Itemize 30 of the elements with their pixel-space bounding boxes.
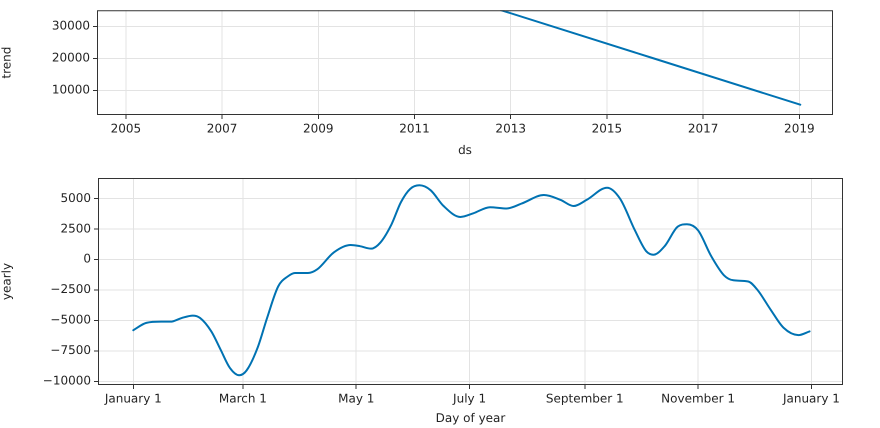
- x-tick-label: January 1: [782, 391, 840, 406]
- y-tick-label: 20000: [52, 50, 90, 65]
- y-tick-label: 2500: [60, 221, 91, 236]
- x-tick-label: 2019: [784, 121, 815, 136]
- x-tick-label: 2015: [592, 121, 622, 136]
- x-tick-label: 2007: [206, 121, 238, 136]
- y-tick-label: 30000: [52, 18, 90, 32]
- y-tick-label: −7500: [50, 343, 91, 358]
- y-tick-label: −10000: [42, 373, 91, 388]
- y-tick-label: −2500: [50, 282, 91, 296]
- y-axis-title: trend: [0, 46, 14, 79]
- x-tick-label: July 1: [452, 391, 486, 406]
- y-tick-label: 0: [83, 252, 91, 266]
- x-axis-title: ds: [458, 142, 472, 157]
- y-tick-label: 5000: [60, 190, 91, 205]
- line-series: [132, 184, 811, 376]
- x-tick-label: 2011: [399, 121, 430, 136]
- x-tick-label: November 1: [661, 391, 736, 406]
- x-tick-label: 2009: [303, 121, 334, 136]
- x-tick-label: January 1: [104, 391, 162, 406]
- x-axis-title: Day of year: [436, 410, 506, 425]
- y-axis-title: yearly: [0, 262, 14, 300]
- x-tick-label: 2017: [688, 121, 718, 136]
- y-tick-label: 10000: [52, 82, 90, 97]
- x-tick-label: 2005: [110, 121, 142, 136]
- x-tick-label: May 1: [338, 391, 374, 406]
- x-tick-label: 2013: [495, 121, 526, 136]
- x-tick-label: March 1: [218, 391, 267, 406]
- x-tick-label: September 1: [546, 391, 624, 406]
- y-tick-label: −5000: [50, 312, 91, 327]
